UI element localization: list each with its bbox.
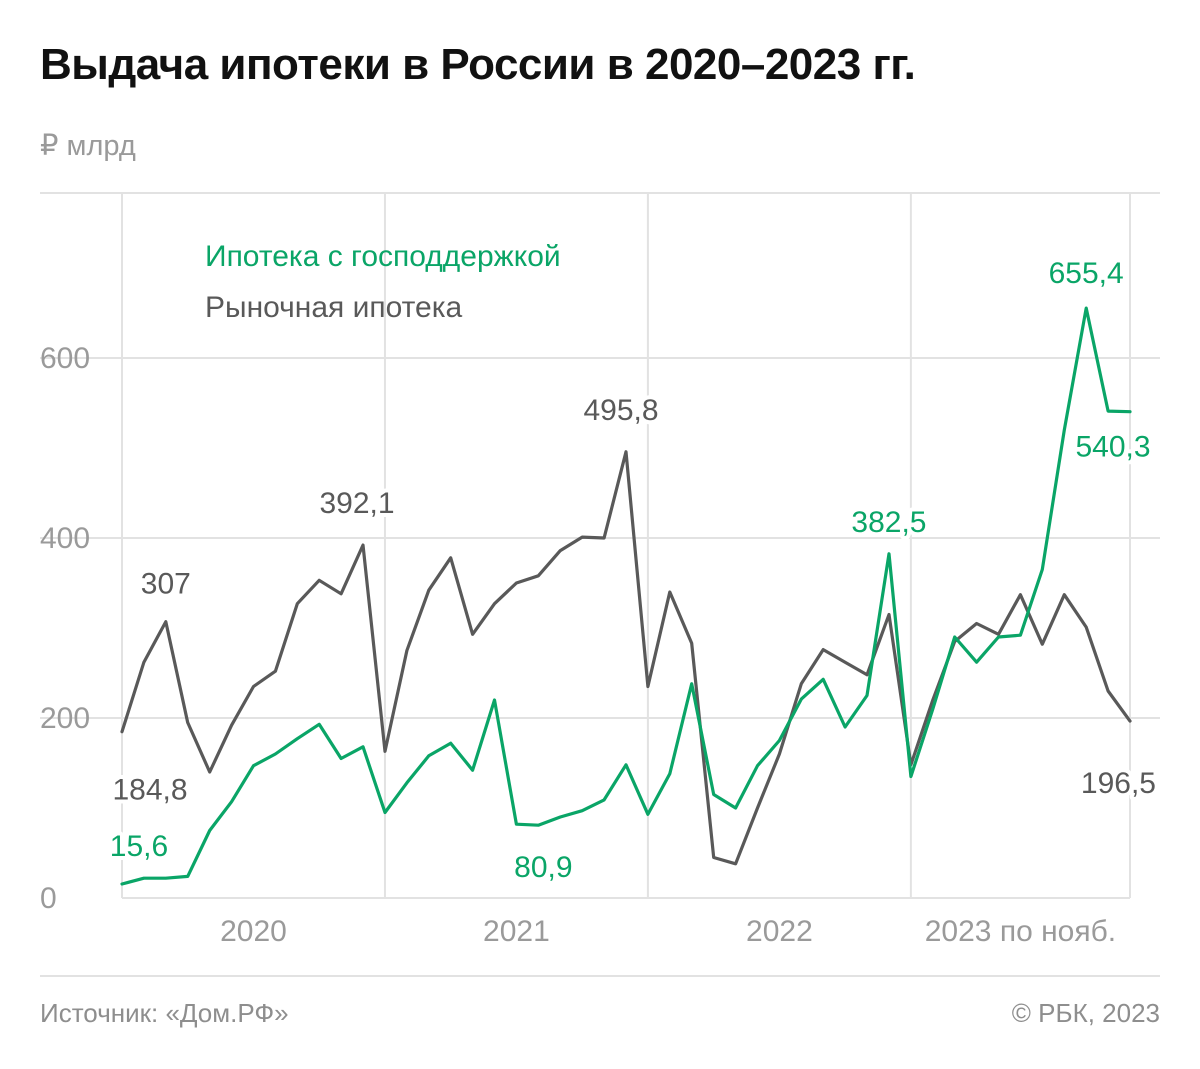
data-label: 540,3 [1075,431,1150,464]
x-tick-label: 2022 [746,915,813,948]
data-label: 15,6 [110,830,168,863]
copyright-note: © РБК, 2023 [1011,998,1160,1028]
unit-label: ₽ млрд [40,130,136,162]
y-tick-label: 600 [40,342,90,375]
y-tick-label: 200 [40,702,90,735]
data-label: 307 [141,568,191,601]
x-tick-label: 2023 по нояб. [925,915,1116,948]
legend-market: Рыночная ипотека [205,291,463,324]
series-line-state-supported [120,306,1132,886]
y-tick-label: 400 [40,522,90,555]
chart-title: Выдача ипотеки в России в 2020–2023 гг. [40,40,916,89]
y-tick-label: 0 [40,882,57,915]
data-label: 392,1 [320,487,395,520]
data-label: 196,5 [1081,767,1156,800]
series-line-market [120,450,1132,866]
x-tick-label: 2021 [483,915,550,948]
footer-divider [40,975,1160,977]
data-label: 382,5 [851,506,926,539]
data-label: 495,8 [583,394,658,427]
data-label: 184,8 [112,774,187,807]
x-tick-label: 2020 [220,915,287,948]
legend-state-supported: Ипотека с господдержкой [205,240,561,273]
data-label: 80,9 [514,851,572,884]
source-note: Источник: «Дом.РФ» [40,998,289,1028]
data-label: 655,4 [1049,257,1124,290]
